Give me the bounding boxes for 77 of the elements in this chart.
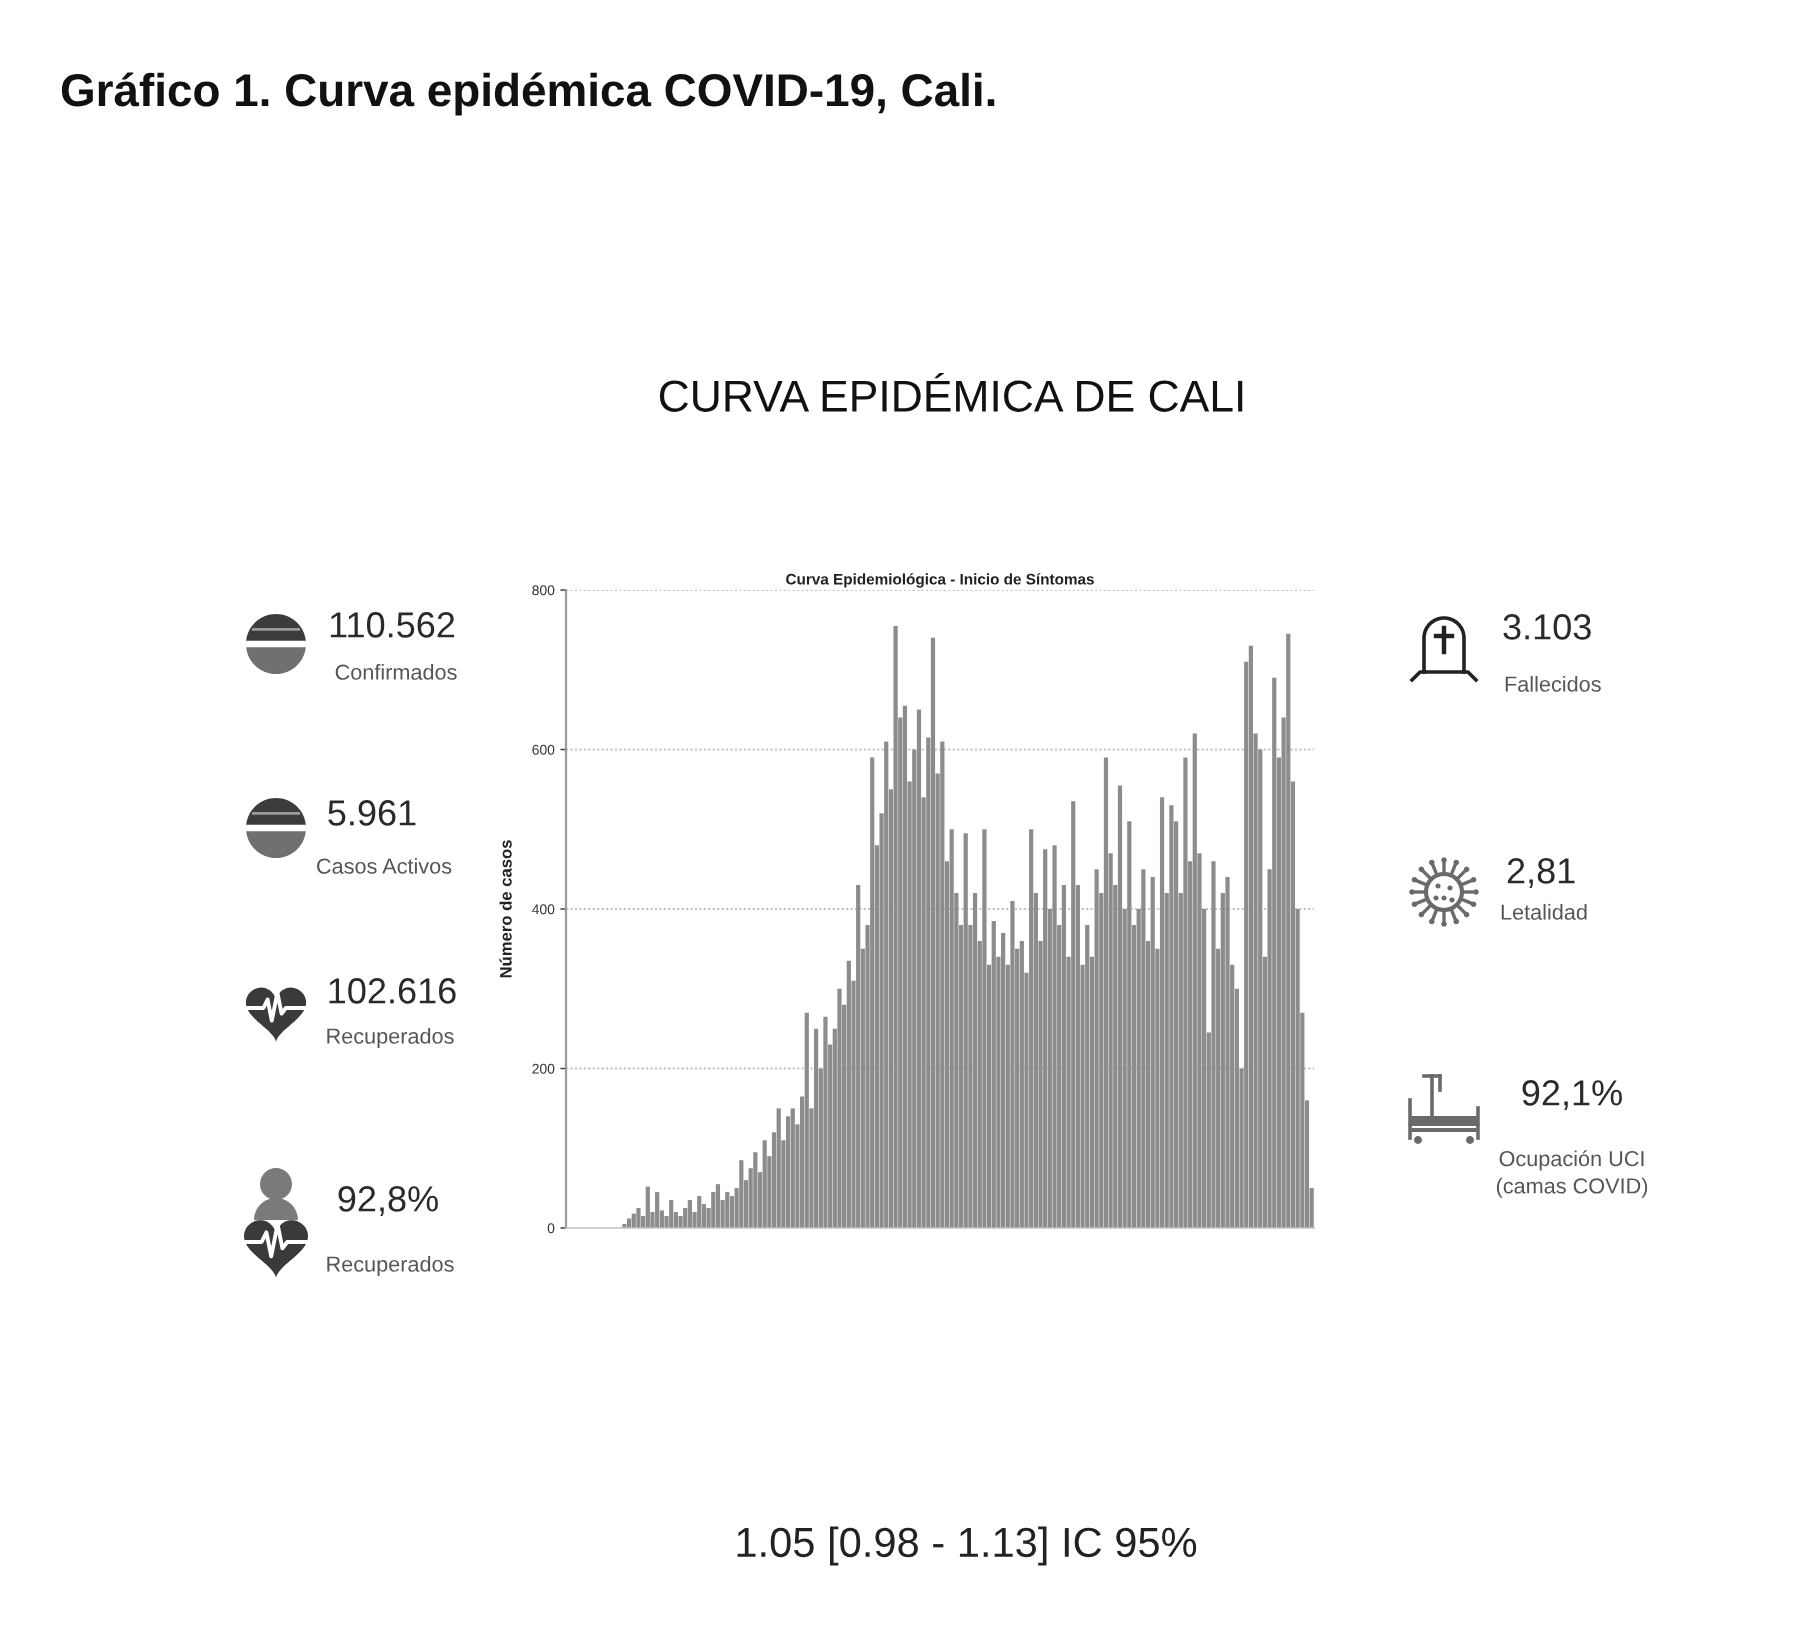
text: Gráfico 1. Curva epidémica COVID-19, Cali. <box>61 72 995 116</box>
bar <box>823 1016 828 1228</box>
text: 92,8% <box>338 1186 438 1216</box>
bar <box>762 1140 767 1228</box>
bar <box>683 1208 688 1228</box>
text: 110.562 <box>330 612 455 638</box>
bar <box>1150 877 1155 1228</box>
bar <box>893 625 898 1228</box>
bar <box>1103 757 1109 1228</box>
bar <box>669 1200 674 1228</box>
bar <box>1085 924 1090 1228</box>
bar <box>1001 932 1006 1228</box>
bar <box>1225 877 1230 1228</box>
bar <box>902 705 908 1228</box>
bar <box>1211 861 1216 1228</box>
bar <box>1043 849 1048 1228</box>
bar <box>790 1108 795 1228</box>
bar <box>711 1192 716 1228</box>
text: Fallecidos <box>1505 675 1601 692</box>
bar <box>940 741 945 1228</box>
bar <box>1169 805 1174 1228</box>
bar <box>1286 633 1291 1228</box>
bar <box>846 960 851 1228</box>
text: CURVA EPIDÉMICA DE CALI <box>659 372 1243 412</box>
bar <box>1159 797 1165 1228</box>
bar <box>870 757 875 1228</box>
text: 102.616 <box>329 978 456 1004</box>
bar <box>715 1184 721 1228</box>
text: 2,81 <box>1507 858 1575 888</box>
text: 1.05 [0.98 - 1.13] IC 95% <box>737 1526 1197 1566</box>
text: Ocupación UCI (camas COVID) <box>1496 1150 1648 1198</box>
bar <box>1141 869 1146 1228</box>
bar <box>1117 785 1123 1228</box>
y-axis-title: Número de casos <box>499 840 512 978</box>
bar <box>697 1196 702 1228</box>
bar <box>655 1192 660 1228</box>
bar <box>1010 901 1015 1228</box>
bar <box>701 1204 707 1228</box>
bar <box>636 1208 641 1228</box>
bar <box>1071 801 1076 1228</box>
bar <box>1272 677 1277 1228</box>
bar <box>804 1012 809 1228</box>
bar <box>776 1108 781 1228</box>
bar <box>739 1160 744 1228</box>
bar <box>982 829 987 1228</box>
bar <box>645 1186 650 1228</box>
bar <box>884 741 889 1228</box>
bar <box>814 1028 819 1228</box>
bar <box>678 1216 683 1228</box>
text: Confirmados <box>335 663 457 680</box>
bar <box>963 833 968 1228</box>
bar <box>1019 940 1024 1228</box>
bar <box>1248 645 1253 1228</box>
bar <box>856 885 861 1228</box>
text: Letalidad <box>1501 903 1587 920</box>
bar <box>753 1152 758 1228</box>
bar <box>1094 869 1099 1228</box>
bar <box>1029 829 1034 1228</box>
text: 92,1% <box>1522 1080 1622 1110</box>
bar <box>1192 733 1197 1228</box>
bar <box>687 1200 692 1228</box>
bar <box>991 920 996 1228</box>
bar <box>785 1116 791 1228</box>
text: Recuperados <box>327 1027 454 1049</box>
text: Recuperados <box>327 1255 454 1277</box>
text: Casos Activos <box>317 857 452 874</box>
text: 3.103 <box>1503 614 1591 640</box>
bar <box>1061 885 1066 1228</box>
bar <box>1183 757 1188 1228</box>
bar <box>972 893 978 1228</box>
bar <box>627 1218 632 1228</box>
bar <box>949 829 954 1228</box>
bar <box>1052 845 1057 1228</box>
bar <box>725 1192 730 1228</box>
bar <box>837 988 842 1228</box>
bar <box>1127 821 1132 1228</box>
text: 5.961 <box>328 800 416 826</box>
